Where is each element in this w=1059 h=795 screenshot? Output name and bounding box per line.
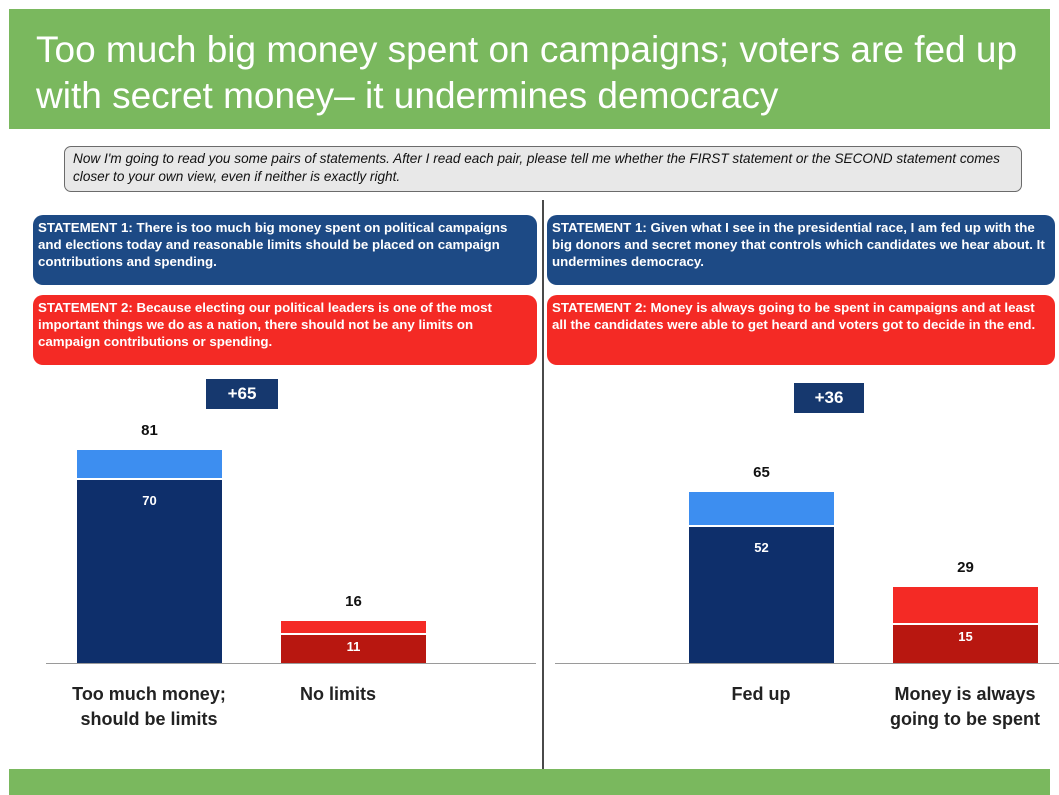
chart1-bar0-category-label: Fed up: [731, 684, 791, 704]
chart1-bar0-separator: [689, 525, 834, 528]
chart0-bar0-category-label: Too much money; should be limits: [72, 684, 226, 729]
chart0-bar1-category-label: No limits: [299, 684, 376, 704]
left-net-badge: +65: [206, 379, 278, 409]
chart1-bar1-category-label: Money is always going to be spent: [890, 684, 1040, 729]
chart0-bar1-strong-label: 11: [346, 639, 361, 655]
right-statement-2-label: STATEMENT 2:: [552, 300, 647, 315]
chart0-bar0-strong-segment: [77, 479, 222, 663]
footer-banner: [9, 769, 1050, 795]
chart1-bar0-strong-label: 52: [754, 540, 769, 556]
chart0-bar1-strong-segment: [281, 635, 426, 663]
chart0-bar1-weak-segment: [281, 620, 426, 635]
right-statement-2-text: Money is always going to be spent in cam…: [552, 300, 1036, 332]
left-statement-1-text: There is too much big money spent on pol…: [38, 220, 508, 269]
chart1-bar0-weak-segment: [689, 492, 834, 527]
chart0-bar0-separator: [77, 477, 222, 480]
chart1-bar1-strong-segment: [893, 624, 1038, 663]
chart1-bar1-strong-label: 15: [958, 628, 973, 644]
left-statement-1: STATEMENT 1: There is too much big money…: [33, 215, 537, 285]
right-statement-1: STATEMENT 1: Given what I see in the pre…: [547, 215, 1055, 285]
left-statement-2-label: STATEMENT 2:: [38, 300, 133, 315]
chart1-bar1-weak-segment: [893, 586, 1038, 624]
left-statement-1-label: STATEMENT 1:: [38, 220, 133, 235]
right-statement-2: STATEMENT 2: Money is always going to be…: [547, 295, 1055, 365]
panel-divider: [542, 200, 544, 788]
chart0-bar1-separator: [281, 633, 426, 636]
slide-title: Too much big money spent on campaigns; v…: [36, 29, 1018, 116]
chart1-bar1-separator: [893, 622, 1038, 625]
chart0-bar0-strong-label: 70: [142, 492, 157, 508]
left-statement-2-text: Because electing our political leaders i…: [38, 300, 492, 349]
chart1-bar0-strong-segment: [689, 527, 834, 663]
right-net-badge: +36: [794, 383, 864, 413]
left-statement-2: STATEMENT 2: Because electing our politi…: [33, 295, 537, 365]
chart0-bar0-total-label: 81: [141, 421, 158, 439]
chart0-bar1-total-label: 16: [345, 592, 362, 610]
chart1-bar0-total-label: 65: [753, 464, 770, 482]
right-statement-1-text: Given what I see in the presidential rac…: [552, 220, 1045, 269]
title-banner: Too much big money spent on campaigns; v…: [9, 9, 1050, 129]
right-statement-1-label: STATEMENT 1:: [552, 220, 647, 235]
chart1-bar1-total-label: 29: [957, 558, 974, 576]
right-baseline: [555, 663, 1059, 664]
chart0-bar0-weak-segment: [77, 449, 222, 479]
question-text: Now I'm going to read you some pairs of …: [64, 146, 1022, 192]
left-baseline: [46, 663, 536, 664]
